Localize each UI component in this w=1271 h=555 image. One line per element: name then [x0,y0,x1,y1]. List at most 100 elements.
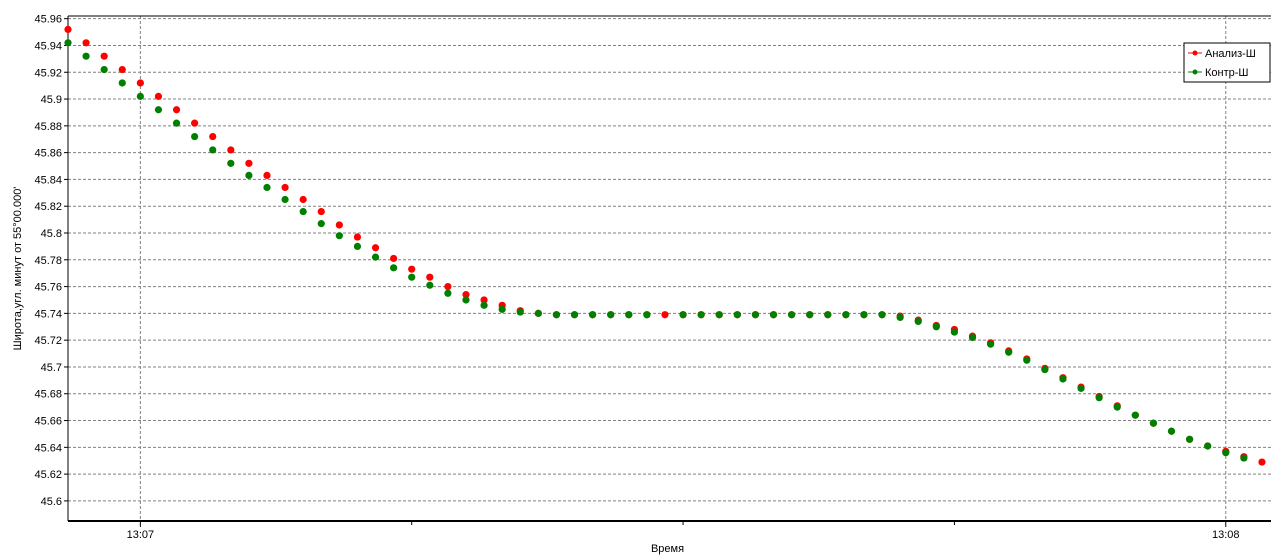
data-point [426,273,434,281]
data-point [643,311,651,319]
data-point [245,171,253,180]
data-point [896,313,904,321]
y-tick-label: 45.74 [34,308,62,320]
data-point [408,273,416,281]
data-point [769,311,778,319]
legend-label-analysis: Анализ-Ш [1205,48,1256,60]
y-tick-label: 45.76 [34,282,62,294]
data-point [751,311,760,319]
data-point [371,253,380,261]
data-point [697,311,705,319]
data-point [1041,366,1049,374]
data-point [842,311,850,319]
data-point [317,207,325,216]
y-tick-label: 45.68 [34,389,62,401]
data-point [1023,356,1031,364]
series-analysis [64,25,1266,466]
data-point [209,146,217,154]
data-series [64,25,1266,466]
data-point [806,311,814,319]
data-point [1077,384,1085,392]
data-point [371,244,380,252]
data-point [281,183,289,192]
y-tick-label: 45.84 [34,174,62,186]
data-point [172,119,181,127]
data-point [968,333,977,342]
data-point [408,265,416,273]
y-tick-label: 45.72 [34,335,62,347]
data-point [82,39,90,47]
y-tick-label: 45.7 [41,362,62,374]
data-point [625,311,633,319]
y-tick-label: 45.62 [34,469,62,481]
data-point [480,301,488,309]
y-tick-label: 45.92 [34,67,62,79]
data-point [299,195,307,204]
data-point [715,311,723,319]
data-point [227,146,235,154]
y-tick-labels: 45.6 45.62 45.64 45.66 45.68 45.7 45.72 45.74 45… [34,14,62,508]
data-point [1059,375,1067,383]
data-point [100,52,108,60]
data-point [733,311,741,319]
data-point [444,289,452,297]
data-point [281,195,289,204]
data-point [1149,419,1158,427]
data-point [263,183,271,192]
x-tick-label: 13:07 [127,529,155,541]
grid-lines [68,16,1271,521]
data-point [552,311,561,319]
data-point [136,79,144,87]
data-point [154,92,163,100]
x-tick-labels: 13:07 13:08 [127,529,1240,541]
data-point [534,309,542,317]
y-tick-label: 45.8 [41,228,62,240]
data-point [1222,449,1230,457]
data-point [390,254,398,263]
legend-label-control: Контр-Ш [1205,67,1249,79]
data-point [1095,394,1103,402]
data-point [1005,348,1013,356]
data-point [987,340,995,348]
data-point [263,171,271,180]
data-point [118,79,126,87]
data-point [516,308,524,316]
data-point [317,220,325,228]
series-control [64,39,1248,462]
data-point [390,264,398,272]
data-point [245,159,253,167]
legend-marker-control [1192,69,1198,75]
y-tick-label: 45.66 [34,416,62,428]
y-tick-label: 45.78 [34,255,62,267]
data-point [172,106,181,114]
y-tick-label: 45.9 [41,94,62,106]
data-point [824,311,832,319]
data-point [426,281,434,289]
data-point [1113,403,1121,411]
data-point [136,92,144,100]
y-axis-title: Широта,угл. минут от 55°00.000' [12,187,24,351]
data-point [82,52,90,60]
data-point [335,221,343,229]
axes [64,15,1271,527]
data-point [1167,427,1176,435]
data-point [860,311,868,319]
data-point [353,233,362,241]
data-point [878,311,886,319]
data-point [353,242,362,250]
data-point [788,311,796,319]
data-point [570,311,579,319]
data-point [607,311,615,319]
y-tick-label: 45.86 [34,148,62,160]
data-point [118,65,126,74]
y-tick-label: 45.94 [34,40,62,52]
data-point [950,328,959,336]
y-tick-label: 45.6 [41,496,62,508]
data-point [679,311,687,319]
data-point [1204,442,1212,450]
x-tick-label: 13:08 [1212,529,1240,541]
data-point [227,159,235,167]
data-point [914,317,922,326]
